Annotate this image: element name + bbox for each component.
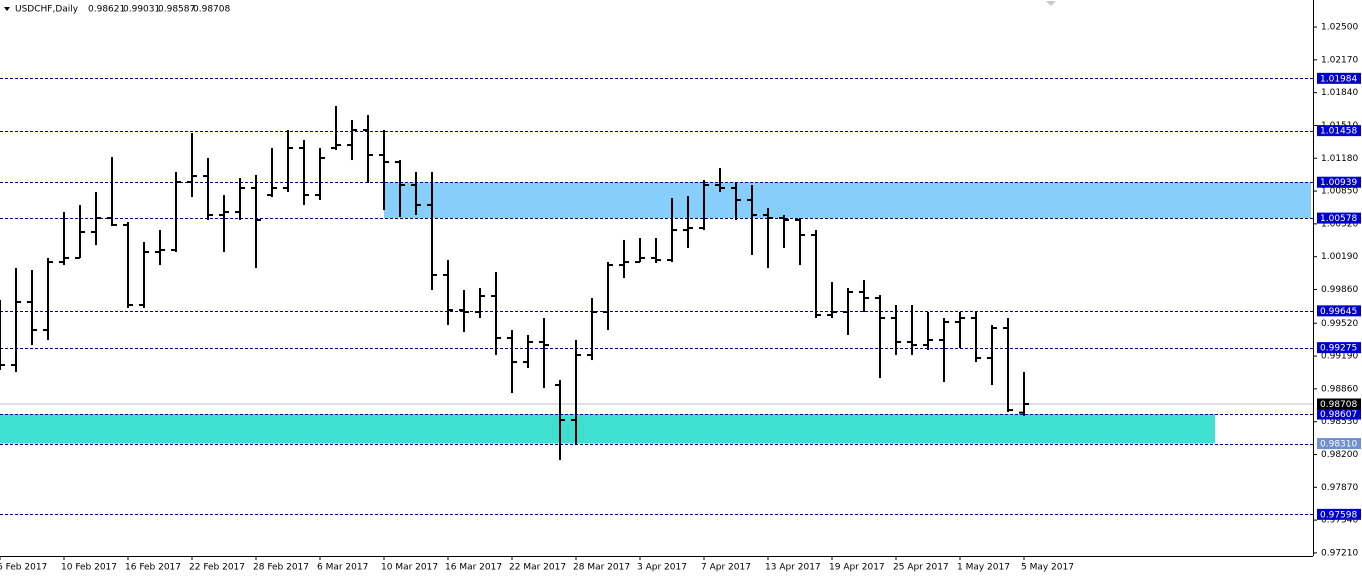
level-label-box [1317,508,1361,520]
y-tick-label: 0.98860 [1321,384,1358,394]
header-high: 0.99031 [123,5,160,15]
x-tick-label: 10 Mar 2017 [381,563,438,573]
level-label-box [1317,212,1361,224]
y-tick-label: 0.98530 [1321,417,1358,427]
y-tick-label: 0.98200 [1321,450,1358,460]
header-close: 0.98708 [193,5,230,15]
level-label-box [1317,72,1361,84]
y-tick-label: 0.99860 [1321,285,1358,295]
level-label: 0.99275 [1320,344,1357,354]
scroll-marker [1046,1,1056,6]
x-tick-label: 22 Feb 2017 [189,563,245,573]
x-tick-label: 22 Mar 2017 [509,563,566,573]
y-tick-label: 1.02170 [1321,55,1358,65]
header-open: 0.98621 [88,5,125,15]
level-label: 1.00578 [1320,214,1357,224]
y-tick-label: 1.00190 [1321,252,1358,262]
x-tick-label: 10 Feb 2017 [61,563,117,573]
x-tick-label: 5 May 2017 [1021,563,1074,573]
y-tick-label: 1.01180 [1321,154,1358,164]
current-price-label: 0.98708 [1320,400,1357,410]
level-label-box [1317,438,1361,450]
level-label: 1.01984 [1320,74,1357,84]
zone [384,182,1311,219]
x-tick-label: 6 Mar 2017 [317,563,368,573]
x-tick-label: 1 May 2017 [957,563,1010,573]
level-label-box [1317,176,1361,188]
level-label-box [1317,305,1361,317]
level-label-box [1317,125,1361,137]
zone [0,414,1215,444]
x-tick-label: 28 Mar 2017 [573,563,630,573]
current-price-box [1317,398,1361,410]
x-tick-label: 7 Apr 2017 [701,563,751,573]
level-label: 1.01458 [1320,127,1357,137]
y-tick-label: 1.00850 [1321,187,1358,197]
y-tick-label: 0.97540 [1321,516,1358,526]
y-tick-label: 1.02500 [1321,23,1358,33]
x-tick-label: 25 Apr 2017 [893,563,949,573]
level-label: 0.98607 [1320,410,1357,420]
x-tick-label: 28 Feb 2017 [253,563,309,573]
x-tick-label: 16 Feb 2017 [125,563,181,573]
y-tick-label: 0.99190 [1321,352,1358,362]
level-label: 0.97598 [1320,510,1357,520]
x-tick-label: 16 Mar 2017 [445,563,502,573]
y-tick-label: 1.01840 [1321,88,1358,98]
x-tick-label: 19 Apr 2017 [829,563,885,573]
x-tick-label: 6 Feb 2017 [0,563,47,573]
y-tick-label: 1.00520 [1321,219,1358,229]
y-tick-label: 0.97870 [1321,483,1358,493]
level-label-box [1317,342,1361,354]
menu-arrow[interactable] [4,7,10,11]
y-tick-label: 0.99520 [1321,319,1358,329]
level-label-box [1317,408,1361,420]
level-label: 1.00939 [1320,178,1357,188]
x-tick-label: 3 Apr 2017 [637,563,687,573]
header-low: 0.98587 [158,5,195,15]
x-tick-label: 13 Apr 2017 [765,563,821,573]
y-tick-label: 0.97210 [1321,548,1358,558]
level-label: 0.98310 [1320,440,1357,450]
level-label: 0.99645 [1320,307,1357,317]
chart-title: USDCHF,Daily [15,5,79,15]
